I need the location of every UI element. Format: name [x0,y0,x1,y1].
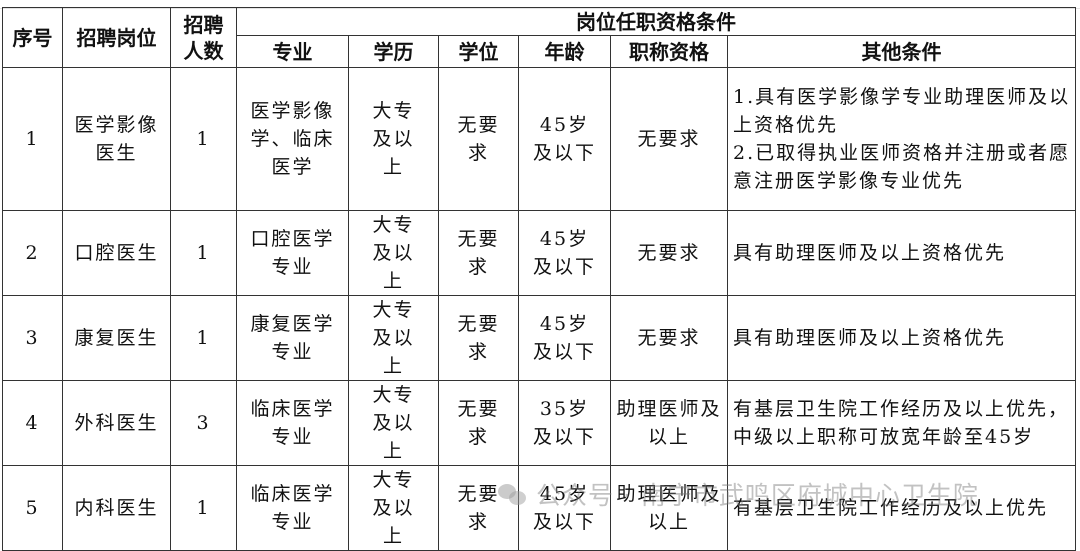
cell-count: 3 [170,380,237,466]
recruitment-table: 序号 招聘岗位 招聘人数 岗位任职资格条件 专业 学历 学位 年龄 职称资格 其… [2,7,1077,551]
cell-seq: 3 [2,295,63,381]
cell-age: 45岁及以下 [518,210,611,296]
cell-age: 45岁及以下 [518,295,611,381]
cell-count: 1 [170,67,237,211]
cell-count: 1 [170,210,237,296]
cell-major: 临床医学专业 [236,380,349,466]
cell-position: 康复医生 [62,295,171,381]
cell-major: 口腔医学专业 [236,210,349,296]
cell-title: 助理医师及以上 [610,380,728,466]
header-position: 招聘岗位 [62,7,171,68]
cell-other: 有基层卫生院工作经历及以上优先 [726,465,1077,551]
cell-count: 1 [170,295,237,381]
cell-major: 临床医学专业 [236,465,349,551]
cell-education: 大专及以上 [348,295,439,381]
cell-other: 具有助理医师及以上资格优先 [726,210,1077,296]
cell-position: 外科医生 [62,380,171,466]
cell-other: 具有助理医师及以上资格优先 [726,295,1077,381]
cell-other: 1.具有医学影像学专业助理医师及以上资格优先 2.已取得执业医师资格并注册或者愿… [726,67,1077,211]
table-row: 2 口腔医生 1 口腔医学专业 大专及以上 无要求 45岁及以下 无要求 具有助理医师及以上资格… [2,210,1077,296]
cell-title: 助理医师及以上 [610,465,728,551]
cell-education: 大专及以上 [348,67,439,211]
header-major: 专业 [236,35,349,68]
cell-major: 康复医学专业 [236,295,349,381]
cell-other: 有基层卫生院工作经历及以上优先，中级以上职称可放宽年龄至45岁 [726,380,1077,466]
cell-seq: 2 [2,210,63,296]
cell-degree: 无要求 [438,210,519,296]
table-row: 4 外科医生 3 临床医学专业 大专及以上 无要求 35岁及以下 助理医师及以上 有基层卫生院工… [2,380,1077,466]
cell-degree: 无要求 [438,67,519,211]
cell-position: 医学影像医生 [62,67,171,211]
cell-position: 内科医生 [62,465,171,551]
table-row: 3 康复医生 1 康复医学专业 大专及以上 无要求 45岁及以下 无要求 具有助理医师及以上资格… [2,295,1077,381]
cell-education: 大专及以上 [348,210,439,296]
cell-age: 45岁及以下 [518,67,611,211]
header-qualifications: 岗位任职资格条件 [235,7,1077,36]
cell-age: 35岁及以下 [518,380,611,466]
table-row: 5 内科医生 1 临床医学专业 大专及以上 无要求 45岁及以下 助理医师及以上 有基层卫生院工… [2,465,1077,551]
header-other: 其他条件 [726,35,1077,68]
header-count: 招聘人数 [170,7,237,68]
cell-seq: 4 [2,380,63,466]
table-row: 1 医学影像医生 1 医学影像学、临床医学 大专及以上 无要求 45岁及以下 无要求 1.具有医… [2,67,1077,211]
header-education: 学历 [348,35,439,68]
cell-major: 医学影像学、临床医学 [236,67,349,211]
cell-title: 无要求 [610,295,728,381]
cell-degree: 无要求 [438,465,519,551]
cell-education: 大专及以上 [348,465,439,551]
cell-count: 1 [170,465,237,551]
cell-degree: 无要求 [438,380,519,466]
cell-title: 无要求 [610,210,728,296]
cell-degree: 无要求 [438,295,519,381]
cell-age: 45岁及以下 [518,465,611,551]
header-degree: 学位 [438,35,519,68]
cell-seq: 1 [2,67,63,211]
header-title: 职称资格 [610,35,728,68]
cell-education: 大专及以上 [348,380,439,466]
cell-position: 口腔医生 [62,210,171,296]
cell-title: 无要求 [610,67,728,211]
cell-seq: 5 [2,465,63,551]
header-age: 年龄 [518,35,611,68]
header-seq: 序号 [2,7,63,68]
